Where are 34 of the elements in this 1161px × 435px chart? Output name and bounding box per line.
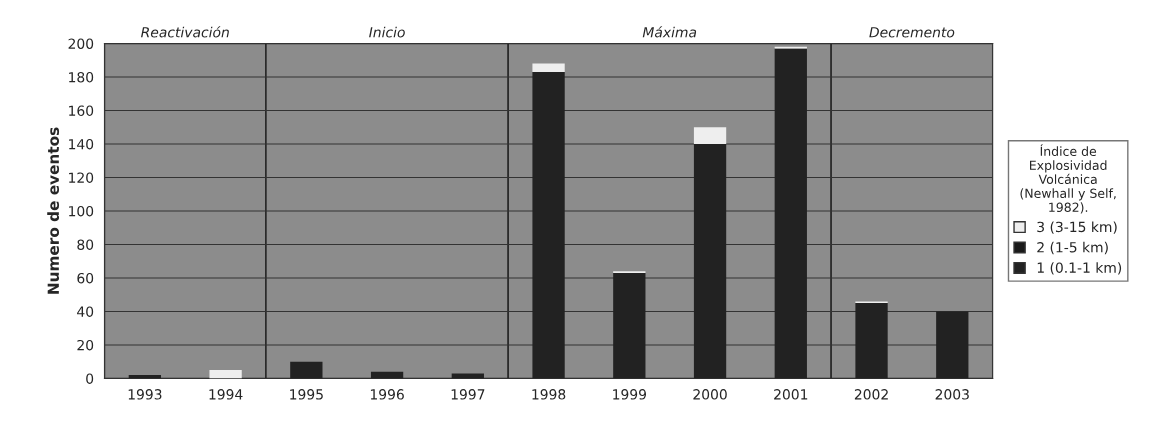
- y-axis-title: Numero de eventos: [47, 127, 60, 294]
- y-tick-label: 0: [86, 373, 94, 384]
- x-tick-label: 1998: [532, 389, 566, 400]
- y-tick-label: 140: [69, 138, 94, 150]
- band-label: Máxima: [642, 26, 697, 38]
- x-tick-label: 2002: [854, 389, 888, 400]
- y-tick-label: 180: [69, 71, 94, 83]
- legend-label: 1 (0.1-1 km): [1037, 262, 1122, 275]
- bar: [693, 127, 727, 144]
- x-tick-label: 1999: [613, 389, 647, 400]
- bar: [532, 63, 565, 72]
- y-tick-label: 160: [69, 105, 94, 116]
- x-tick-label: 2000: [693, 389, 727, 400]
- x-tick-label: 1996: [370, 389, 404, 400]
- x-tick-label: 1993: [128, 389, 162, 400]
- y-tick-label: 120: [69, 172, 94, 183]
- y-tick-label: 40: [77, 306, 94, 317]
- x-tick-label: 1995: [290, 389, 323, 400]
- x-tick-label: 1997: [451, 389, 485, 400]
- band-label: Decremento: [869, 27, 955, 38]
- legend-label: 3 (3-15 km): [1037, 221, 1117, 234]
- y-tick-label: 100: [69, 205, 94, 217]
- x-tick-label: 2003: [935, 389, 969, 400]
- x-tick-label: 2001: [774, 389, 808, 400]
- y-tick-label: 200: [68, 38, 94, 49]
- legend-label: 2 (1-5 km): [1037, 241, 1108, 255]
- y-tick-label: 20: [77, 339, 94, 351]
- band-label: Reactivación: [141, 26, 229, 38]
- x-tick-label: 1994: [209, 389, 243, 400]
- bar: [209, 370, 242, 379]
- y-tick-label: 80: [77, 239, 94, 250]
- y-tick-label: 60: [77, 272, 94, 284]
- band-label: Inicio: [369, 26, 405, 38]
- legend-title: Índice de Explosividad Volcánica (Newhall y Self, 1982).: [1020, 144, 1116, 214]
